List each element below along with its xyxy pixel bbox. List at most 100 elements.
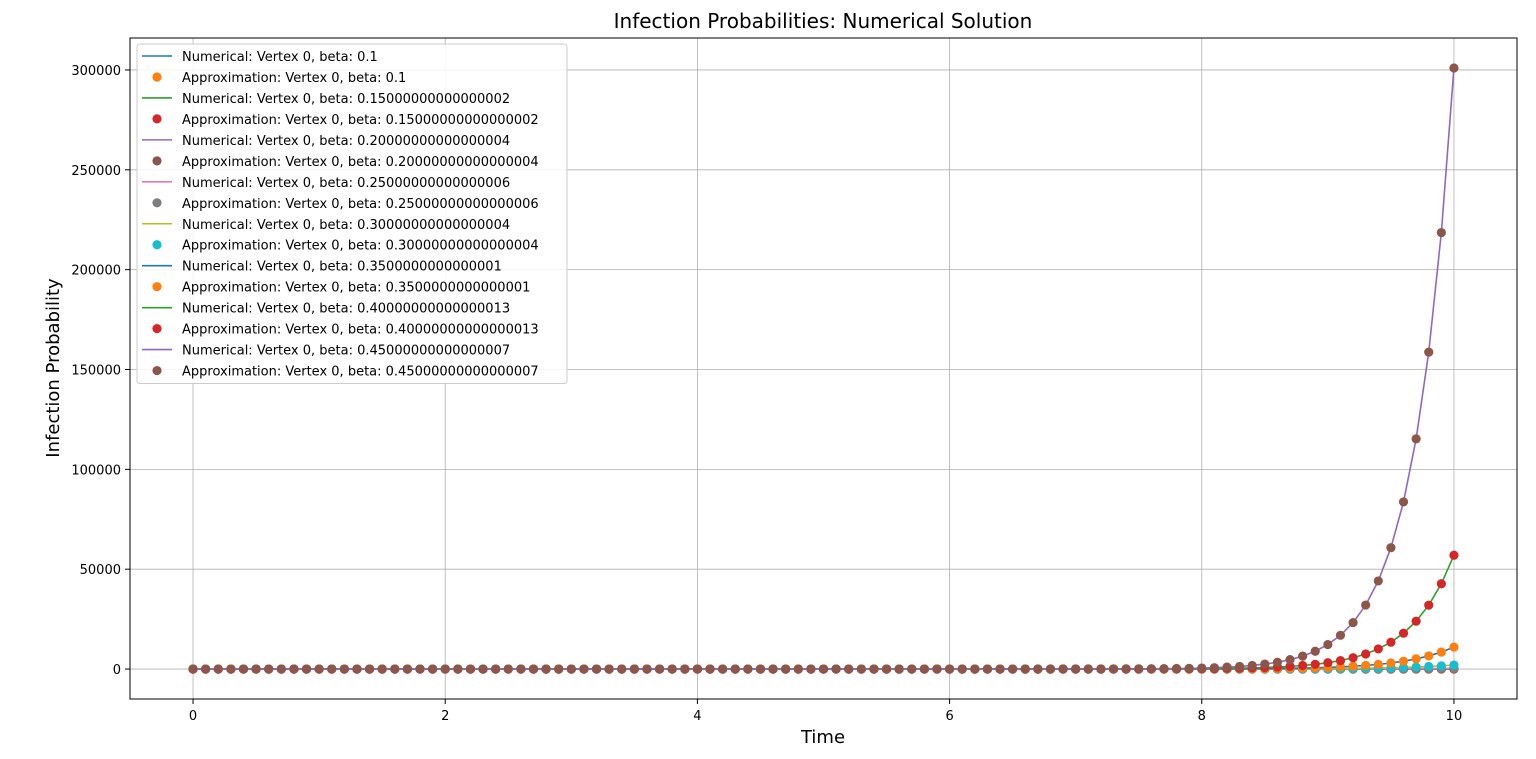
approximation-point [654, 664, 665, 674]
approximation-point [276, 664, 286, 674]
legend-label: Approximation: Vertex 0, beta: 0.3500000… [182, 281, 530, 296]
x-tick-label: 10 [1446, 709, 1463, 724]
approximation-point [617, 664, 627, 674]
legend-label: Approximation: Vertex 0, beta: 0.1 [182, 71, 406, 86]
approximation-point [730, 664, 740, 674]
y-tick-label: 100000 [71, 463, 121, 478]
approximation-point [1323, 639, 1333, 650]
approximation-point [781, 664, 791, 674]
approximation-point [516, 664, 526, 674]
approximation-point [1361, 649, 1371, 659]
approximation-point [970, 664, 980, 674]
approximation-point [1058, 664, 1068, 674]
approximation-point [881, 664, 892, 674]
approximation-point [831, 664, 841, 674]
approximation-point [579, 664, 589, 674]
approximation-point [201, 664, 211, 674]
approximation-point [1411, 616, 1421, 626]
approximation-point [402, 664, 412, 674]
legend-entry: Approximation: Vertex 0, beta: 0.2500000… [152, 197, 539, 212]
approximation-point [1335, 630, 1346, 640]
legend-label: Approximation: Vertex 0, beta: 0.3000000… [182, 239, 539, 254]
legend-entry: Approximation: Vertex 0, beta: 0.2000000… [152, 155, 539, 170]
approximation-point [554, 664, 564, 674]
approximation-point [1209, 663, 1219, 673]
approximation-point [995, 664, 1005, 674]
approximation-point [428, 664, 438, 674]
approximation-point [213, 664, 223, 674]
approximation-point [768, 664, 778, 674]
approximation-point [1134, 664, 1144, 674]
approximation-point [1361, 600, 1371, 610]
legend: Numerical: Vertex 0, beta: 0.1 Approximat… [136, 43, 568, 385]
approximation-point [465, 664, 476, 674]
legend-marker-swatch [152, 365, 162, 376]
legend-entry: Numerical: Vertex 0, beta: 0.30000000000… [142, 218, 510, 233]
approximation-point [364, 664, 375, 674]
legend-entry: Approximation: Vertex 0, beta: 0.4500000… [152, 365, 539, 380]
legend-entry: Numerical: Vertex 0, beta: 0.15000000000… [142, 92, 510, 107]
approximation-point [844, 664, 854, 674]
approximation-point [1260, 659, 1270, 669]
approximation-point [1424, 651, 1434, 661]
y-tick-label: 0 [113, 663, 121, 678]
approximation-point [1348, 617, 1358, 628]
approximation-point [1298, 651, 1308, 661]
approximation-point [718, 664, 728, 674]
legend-label: Approximation: Vertex 0, beta: 0.2000000… [182, 155, 539, 170]
approximation-point [440, 664, 450, 674]
approximation-point [390, 664, 400, 674]
legend-entry: Approximation: Vertex 0, beta: 0.1500000… [152, 113, 539, 128]
approximation-point [1235, 661, 1245, 672]
legend-label: Approximation: Vertex 0, beta: 0.1500000… [182, 113, 539, 128]
approximation-point [1108, 664, 1119, 674]
approximation-point [755, 664, 766, 674]
approximation-point [1436, 647, 1446, 657]
approximation-point [1373, 576, 1383, 586]
legend-label: Numerical: Vertex 0, beta: 0.30000000000… [182, 218, 510, 233]
approximation-point [251, 664, 261, 674]
approximation-point [1310, 659, 1320, 669]
approximation-point [1411, 654, 1421, 664]
legend-marker-swatch [152, 240, 162, 250]
approximation-point [919, 664, 929, 674]
approximation-point [1386, 543, 1396, 553]
approximation-point [1272, 657, 1283, 667]
approximation-point [491, 664, 501, 674]
approximation-point [528, 664, 539, 674]
approximation-point [1285, 655, 1295, 665]
approximation-point [1449, 550, 1459, 560]
approximation-point [1398, 497, 1409, 507]
approximation-point [1310, 646, 1320, 656]
legend-box [136, 43, 568, 385]
approximation-point [289, 664, 299, 674]
series-7 [188, 63, 1459, 674]
legend-label: Numerical: Vertex 0, beta: 0.15000000000… [182, 92, 510, 107]
approximation-point [1033, 664, 1043, 674]
approximation-point [1449, 63, 1459, 73]
legend-entry: Approximation: Vertex 0, beta: 0.3500000… [152, 281, 530, 296]
approximation-point [667, 664, 677, 674]
approximation-point [1436, 579, 1446, 589]
x-tick-label: 8 [1198, 709, 1206, 724]
approximation-point [1335, 662, 1346, 672]
approximation-point [188, 664, 198, 674]
approximation-point [1285, 661, 1295, 671]
series-layer [188, 63, 1459, 674]
legend-label: Numerical: Vertex 0, beta: 0.20000000000… [182, 134, 510, 149]
approximation-point [705, 664, 715, 674]
approximation-point [932, 664, 942, 674]
x-tick-label: 4 [693, 709, 701, 724]
x-tick-label: 6 [945, 709, 953, 724]
approximation-point [1373, 644, 1383, 654]
x-tick-label: 2 [441, 709, 449, 724]
legend-entry: Approximation: Vertex 0, beta: 0.1 [152, 71, 406, 86]
approximation-point [1121, 664, 1131, 674]
approximation-point [1361, 660, 1371, 671]
approximation-point [692, 664, 703, 674]
approximation-point [1247, 660, 1257, 671]
approximation-point [869, 664, 879, 674]
approximation-point [1222, 662, 1232, 672]
approximation-point [894, 664, 904, 674]
legend-entry: Numerical: Vertex 0, beta: 0.40000000000… [142, 302, 510, 317]
